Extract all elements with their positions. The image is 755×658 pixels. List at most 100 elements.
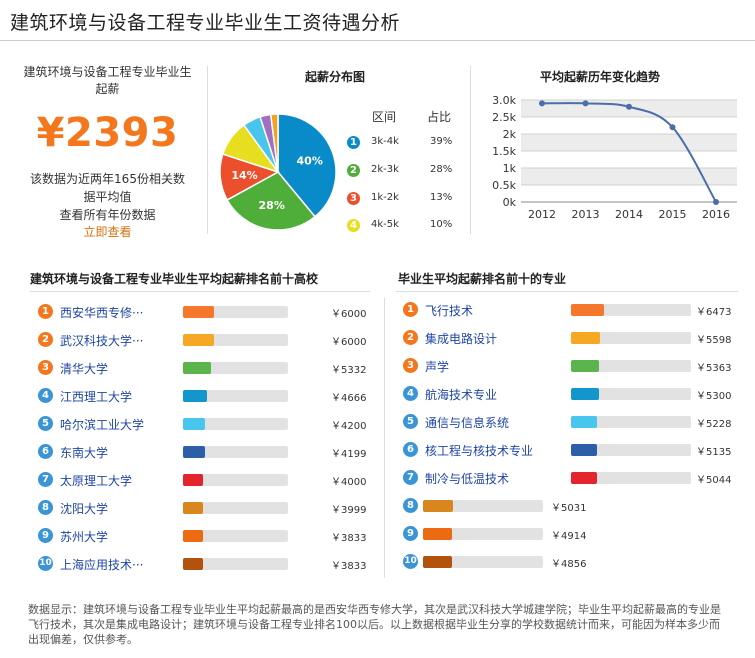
bar-fill (571, 444, 597, 456)
salary-value: ￥4856 (551, 559, 587, 570)
grid-band (521, 134, 737, 151)
school-name-link[interactable]: 哈尔滨工业大学 (60, 418, 145, 432)
salary-value: ￥6000 (331, 309, 367, 320)
major-name-link[interactable]: 集成电路设计 (425, 332, 498, 346)
school-row: 5 哈尔滨工业大学 ￥4200 (38, 415, 378, 433)
school-name-link[interactable]: 西安华西专修··· (60, 306, 144, 320)
bar-fill (183, 306, 214, 318)
school-name-link[interactable]: 苏州大学 (60, 530, 109, 544)
legend-range: 1k-2k (371, 192, 399, 203)
rank-badge: 5 (403, 414, 418, 429)
view-now-link[interactable]: 立即查看 (83, 225, 132, 239)
salary-value: ￥4000 (331, 477, 367, 488)
pie-slice-label: 40% (297, 155, 323, 168)
bar-track (183, 418, 288, 430)
bar-track (183, 446, 288, 458)
school-row: 9 苏州大学 ￥3833 (38, 527, 378, 545)
bar-track (423, 528, 543, 540)
salary-value: ￥6473 (696, 307, 732, 318)
school-name-link[interactable]: 太原理工大学 (60, 474, 133, 488)
major-name-link[interactable]: 声学 (425, 360, 450, 374)
y-tick-label: 0.5k (492, 179, 516, 192)
bar-track (183, 558, 288, 570)
bar-fill (183, 390, 207, 402)
school-row: 10 上海应用技术··· ￥3833 (38, 555, 378, 573)
rank-badge: 10 (38, 556, 53, 571)
bar-fill (183, 362, 211, 374)
distribution-col-pct: 占比 (427, 110, 452, 124)
bar-track (183, 390, 288, 402)
distribution-col-range: 区间 (372, 110, 397, 124)
school-name-link[interactable]: 沈阳大学 (60, 502, 109, 516)
school-name-link[interactable]: 武汉科技大学··· (60, 334, 144, 348)
major-name-link[interactable]: 制冷与低温技术 (425, 472, 510, 486)
distribution-pie-chart: 40% 28% 14% (219, 113, 337, 231)
bar-fill (183, 474, 203, 486)
trend-point[interactable] (669, 124, 676, 131)
starting-salary-value: ¥2393 (36, 110, 179, 156)
top-majors-title: 毕业生平均起薪排名前十的专业 (398, 272, 567, 286)
rank-badge: 1 (38, 304, 53, 319)
footer-note: 数据显示：建筑环境与设备工程专业毕业生平均起薪最高的是西安华西专修大学，其次是武… (28, 603, 721, 646)
major-name-link[interactable]: 核工程与核技术专业 (425, 444, 534, 458)
salary-value: ￥4200 (331, 421, 367, 432)
major-name-link[interactable]: 通信与信息系统 (425, 416, 510, 430)
starting-salary-label: 建筑环境与设备工程专业毕业生起薪 (23, 65, 192, 96)
legend-badge: 3 (347, 192, 360, 205)
salary-value: ￥5031 (551, 503, 587, 514)
trend-title: 平均起薪历年变化趋势 (540, 70, 661, 84)
bar-fill (571, 416, 597, 428)
school-row: 8 沈阳大学 ￥3999 (38, 499, 378, 517)
salary-value: ￥5228 (696, 419, 732, 430)
school-name-link[interactable]: 清华大学 (60, 362, 109, 376)
legend-badge: 4 (347, 219, 360, 232)
legend-range: 2k-3k (371, 164, 399, 175)
x-tick-label: 2012 (528, 208, 556, 221)
rank-badge: 4 (403, 386, 418, 401)
title-divider (0, 40, 755, 41)
school-name-link[interactable]: 上海应用技术··· (60, 558, 144, 572)
bar-fill (183, 530, 203, 542)
bar-track (183, 474, 288, 486)
trend-point[interactable] (713, 199, 719, 205)
pie-slice-label: 28% (259, 199, 285, 212)
bar-track (183, 502, 288, 514)
school-row: 6 东南大学 ￥4199 (38, 443, 378, 461)
rank-badge: 5 (38, 416, 53, 431)
x-tick-label: 2016 (702, 208, 730, 221)
major-row: 9 ￥4914 (403, 525, 743, 543)
grid-band (521, 168, 737, 185)
bar-track (571, 332, 691, 344)
salary-value: ￥6000 (331, 337, 367, 348)
bar-fill (183, 558, 203, 570)
school-row: 2 武汉科技大学··· ￥6000 (38, 331, 378, 349)
bar-track (183, 530, 288, 542)
school-row: 3 清华大学 ￥5332 (38, 359, 378, 377)
starting-salary-note: 该数据为近两年165份相关数据平均值 (30, 172, 185, 204)
rank-badge: 2 (403, 330, 418, 345)
y-tick-label: 2.5k (492, 111, 516, 124)
trend-point[interactable] (539, 100, 545, 107)
trend-point[interactable] (626, 103, 632, 110)
salary-value: ￥5300 (696, 391, 732, 402)
bar-fill (423, 500, 453, 512)
school-name-link[interactable]: 东南大学 (60, 446, 109, 460)
major-name-link[interactable]: 飞行技术 (425, 304, 474, 318)
salary-value: ￥3833 (331, 561, 367, 572)
school-row: 4 江西理工大学 ￥4666 (38, 387, 378, 405)
salary-value: ￥5363 (696, 363, 732, 374)
major-name-link[interactable]: 航海技术专业 (425, 388, 498, 402)
bar-fill (423, 556, 452, 568)
rank-badge: 3 (38, 360, 53, 375)
rank-badge: 8 (403, 498, 418, 513)
rank-badge: 6 (38, 444, 53, 459)
trend-point[interactable] (582, 100, 589, 107)
rank-badge: 6 (403, 442, 418, 457)
bar-fill (183, 446, 205, 458)
legend-pct: 13% (430, 192, 453, 203)
school-name-link[interactable]: 江西理工大学 (60, 390, 133, 404)
x-tick-label: 2015 (659, 208, 687, 221)
rank-badge: 1 (403, 302, 418, 317)
legend-pct: 39% (430, 136, 453, 147)
school-row: 1 西安华西专修··· ￥6000 (38, 303, 378, 321)
